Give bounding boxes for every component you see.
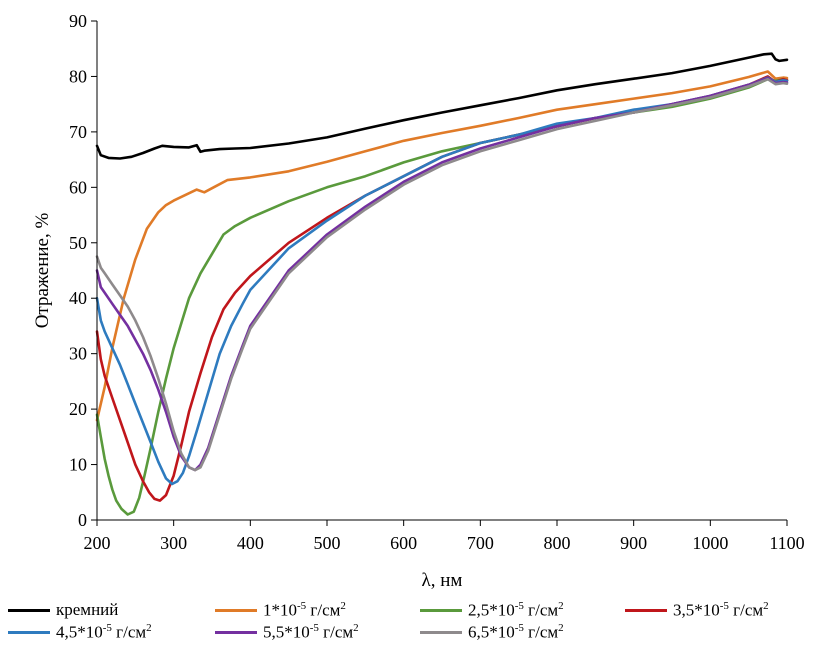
y-tick-label: 50: [69, 233, 87, 253]
x-tick-label: 500: [314, 533, 341, 553]
legend-label: 4,5*10-5 г/см2: [56, 622, 152, 642]
x-tick-label: 600: [390, 533, 417, 553]
series-line-si: [95, 52, 789, 160]
legend-label: кремний: [56, 600, 119, 619]
y-tick-label: 80: [69, 66, 87, 86]
y-tick-label: 40: [69, 288, 87, 308]
legend-label: 6,5*10-5 г/см2: [468, 622, 564, 642]
legend-label: 1*10-5 г/см2: [263, 600, 346, 620]
legend-swatch: [8, 630, 50, 634]
x-tick-label: 700: [467, 533, 494, 553]
legend-item-s2: 2,5*10-5 г/см2: [420, 600, 564, 621]
legend-swatch: [420, 608, 462, 612]
legend-item-s4: 4,5*10-5 г/см2: [8, 622, 152, 643]
legend-label: 5,5*10-5 г/см2: [263, 622, 359, 642]
legend-swatch: [625, 608, 667, 612]
y-tick-label: 70: [69, 122, 87, 142]
y-tick-label: 20: [69, 399, 87, 419]
x-tick-label: 900: [620, 533, 647, 553]
y-tick-label: 90: [69, 11, 87, 31]
axes-layer: [96, 21, 787, 521]
series-line-s2: [95, 77, 789, 516]
y-tick-label: 30: [69, 344, 87, 364]
series-line-s3: [95, 75, 789, 502]
legend-label: 2,5*10-5 г/см2: [468, 600, 564, 620]
legend-item-si: кремний: [8, 600, 118, 620]
legend-item-s3: 3,5*10-5 г/см2: [625, 600, 769, 621]
y-ticks: 0 10 20 30 40 50 60 70 80 90: [69, 11, 97, 530]
x-tick-label: 1100: [769, 533, 804, 553]
legend-item-s6: 6,5*10-5 г/см2: [420, 622, 564, 643]
y-tick-label: 0: [78, 510, 87, 530]
legend-swatch: [420, 630, 462, 634]
chart-legend: кремний 1*10-5 г/см2 2,5*10-5 г/см2 3,5*10-…: [0, 596, 834, 646]
x-tick-label: 300: [160, 533, 187, 553]
x-tick-label: 400: [237, 533, 264, 553]
series-line-s6: [95, 77, 789, 472]
series-line-s4: [95, 76, 789, 486]
legend-swatch: [215, 608, 257, 612]
y-axis-title: Отражение, %: [32, 213, 53, 329]
legend-swatch: [215, 630, 257, 634]
series-layer: [95, 52, 789, 516]
x-tick-label: 800: [544, 533, 571, 553]
legend-label: 3,5*10-5 г/см2: [673, 600, 769, 620]
x-axis-title: λ, нм: [422, 570, 463, 591]
y-tick-label: 60: [69, 177, 87, 197]
legend-item-s1: 1*10-5 г/см2: [215, 600, 346, 621]
x-ticks: 200 300 400 500 600 700 800 900 1000 1100: [84, 520, 805, 553]
legend-item-s5: 5,5*10-5 г/см2: [215, 622, 359, 643]
x-tick-label: 1000: [692, 533, 728, 553]
x-tick-label: 200: [84, 533, 111, 553]
y-tick-label: 10: [69, 455, 87, 475]
legend-swatch: [8, 608, 50, 612]
reflectance-chart: 200 300 400 500 600 700 800 900 1000 1100 0 10 20 30…: [32, 11, 805, 591]
series-line-s1: [95, 70, 789, 422]
